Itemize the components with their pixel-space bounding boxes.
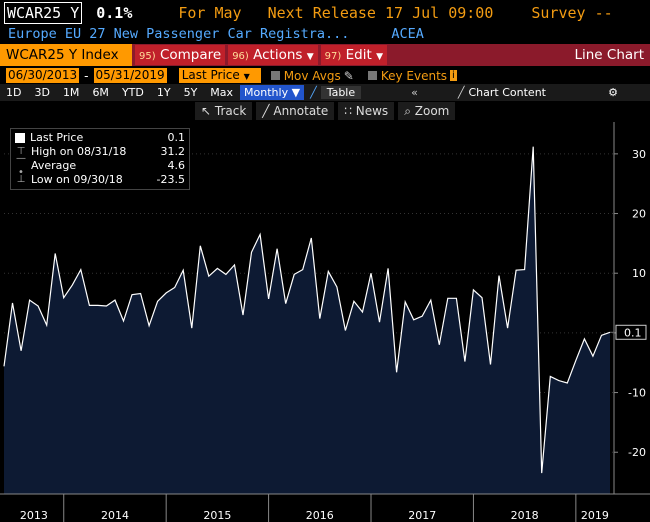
date-range-row: 06/30/2013 - 05/31/2019 Last Price ▼ Mov…	[0, 67, 650, 84]
mov-avgs-checkbox[interactable]	[270, 71, 280, 80]
x-tick-label: 2019	[581, 509, 609, 522]
line-chart[interactable]: 3020100-10-200.1 20132014201520162017201…	[0, 122, 650, 522]
legend-low: ⊥ Low on 09/30/18 -23.5	[16, 173, 185, 186]
table-button[interactable]: Table	[320, 86, 362, 99]
edit-button[interactable]: 97) Edit ▼	[320, 45, 387, 65]
track-button[interactable]: ↖ Track	[195, 102, 253, 120]
frequency-select[interactable]: Monthly ▼	[240, 85, 305, 100]
y-tick-label: -10	[628, 387, 646, 400]
last-value-tag: 0.1	[624, 326, 642, 339]
chart-series	[3, 146, 611, 494]
zoom-icon: ⌕	[404, 104, 411, 118]
period-1y[interactable]: 1Y	[156, 86, 171, 99]
ticker-label[interactable]: WCAR25 Y	[4, 2, 83, 24]
key-events-checkbox[interactable]	[367, 71, 377, 80]
period-bar: 1D 3D 1M 6M YTD 1Y 5Y Max Monthly ▼ ╱ Ta…	[0, 84, 650, 101]
period-ytd[interactable]: YTD	[121, 86, 144, 99]
period-1d[interactable]: 1D	[6, 86, 22, 99]
dropdown-arrow-icon: ▼	[243, 72, 250, 81]
function-toolbar: WCAR25 Y Index 95) Compare 96) Actions ▼…	[0, 44, 650, 66]
x-tick-label: 2018	[511, 509, 539, 522]
data-source: ACEA	[391, 25, 424, 42]
end-date-input[interactable]: 05/31/2019	[93, 68, 167, 83]
last-value-tag-box	[615, 324, 647, 340]
key-events-label: Key Events	[380, 68, 448, 83]
index-selector[interactable]: WCAR25 Y Index	[0, 44, 132, 66]
dropdown-arrow-icon: ▼	[376, 52, 383, 62]
y-tick-label: 10	[632, 267, 646, 280]
low-marker-icon: ⊥	[16, 174, 26, 185]
y-tick-label: 30	[632, 148, 646, 161]
period-max[interactable]: Max	[210, 86, 234, 99]
collapse-icon[interactable]: «	[411, 86, 418, 99]
average-marker-icon: —•	[16, 153, 26, 178]
mov-avgs-label: Mov Avgs	[283, 68, 341, 83]
annotate-button[interactable]: ╱ Annotate	[256, 102, 335, 120]
cursor-icon: ↖	[201, 104, 212, 118]
description-row: Europe EU 27 New Passenger Car Registra.…	[0, 24, 650, 43]
chart-type-label: Line Chart	[574, 47, 644, 63]
x-tick-label: 2013	[20, 509, 48, 522]
zoom-button[interactable]: ⌕ Zoom	[398, 102, 456, 120]
period-3d[interactable]: 3D	[34, 86, 50, 99]
chart-legend[interactable]: Last Price 0.1 ⊤ High on 08/31/18 31.2 —•…	[10, 128, 190, 190]
high-marker-icon: ⊤	[16, 146, 26, 157]
next-release: Next Release 17 Jul 09:00	[267, 4, 494, 22]
dropdown-arrow-icon: ▼	[306, 52, 314, 62]
legend-average: —• Average 4.6	[16, 153, 185, 178]
chart-content-label[interactable]: Chart Content	[468, 86, 546, 99]
info-icon[interactable]: i	[450, 70, 457, 81]
security-header: WCAR25 Y 0.1% For May Next Release 17 Ju…	[0, 0, 650, 26]
for-period: For May	[178, 4, 242, 22]
last-value: 0.1%	[96, 4, 133, 22]
x-tick-label: 2016	[306, 509, 334, 522]
x-tick-label: 2015	[203, 509, 231, 522]
survey: Survey --	[531, 4, 613, 22]
x-axis: 2013 2014 2015 2016 2017 2018 2019	[0, 493, 650, 522]
y-axis: 3020100-10-200.1	[610, 122, 647, 494]
series-color-swatch	[15, 133, 25, 143]
line-chart-icon[interactable]: ╱	[310, 86, 317, 99]
x-tick-label: 2017	[408, 509, 436, 522]
compare-button[interactable]: 95) Compare	[135, 45, 226, 65]
chart-tools: ↖ Track ╱ Annotate ∷ News ⌕ Zoom	[0, 101, 650, 121]
field-select[interactable]: Last Price ▼	[178, 68, 261, 83]
gear-icon[interactable]: ⚙	[608, 86, 618, 99]
period-5y[interactable]: 5Y	[183, 86, 198, 99]
series-line	[3, 146, 611, 474]
annotate-icon: ╱	[262, 104, 270, 118]
index-description: Europe EU 27 New Passenger Car Registra.…	[8, 25, 350, 42]
actions-button[interactable]: 96) Actions ▼	[228, 45, 318, 65]
y-tick-label: 20	[632, 208, 646, 221]
y-tick-label: -20	[628, 446, 646, 459]
series-area	[4, 146, 610, 494]
period-1m[interactable]: 1M	[62, 86, 80, 99]
period-6m[interactable]: 6M	[92, 86, 109, 99]
legend-last: Last Price 0.1	[15, 131, 185, 145]
news-button[interactable]: ∷ News	[338, 102, 395, 120]
pencil-icon[interactable]: ✎	[343, 68, 354, 83]
chart-content-icon: ╱	[457, 86, 465, 99]
news-icon: ∷	[344, 104, 352, 118]
legend-high: ⊤ High on 08/31/18 31.2	[16, 145, 185, 158]
date-separator: -	[84, 68, 89, 83]
start-date-input[interactable]: 06/30/2013	[6, 68, 80, 83]
x-tick-label: 2014	[101, 509, 129, 522]
dropdown-arrow-icon: ▼	[291, 86, 301, 99]
